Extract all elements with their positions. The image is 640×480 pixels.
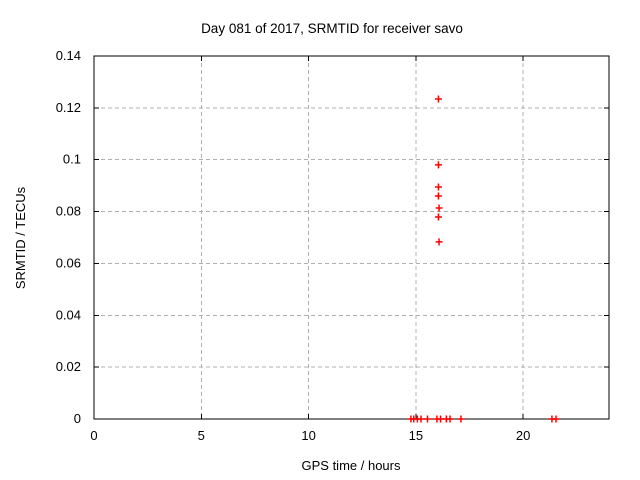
data-point-marker [435,238,443,246]
plot-border [93,55,610,420]
grid-lines [94,55,609,419]
x-tick-label: 15 [409,428,423,443]
data-point-marker [435,204,443,212]
y-tick-label: 0.08 [56,204,81,219]
x-tick-label: 0 [90,428,97,443]
data-point-marker [434,161,442,169]
data-point-marker [423,415,431,423]
data-point-marker [457,415,465,423]
data-point-marker [434,95,442,103]
y-tick-label: 0.04 [56,307,81,322]
data-point-marker [417,415,425,423]
data-point-marker [434,213,442,221]
data-points [407,95,560,423]
y-tick-label: 0.06 [56,255,81,270]
y-tick-label: 0.02 [56,359,81,374]
y-tick-label: 0 [74,411,81,426]
x-tick-label: 10 [301,428,315,443]
data-point-marker [434,183,442,191]
y-tick-label: 0.12 [56,100,81,115]
chart-title: Day 081 of 2017, SRMTID for receiver sav… [201,21,463,36]
tick-labels: 0 5 10 15 20 0 0.02 0.04 0.06 0.08 0.1 0.12 0.14 [56,48,531,443]
y-axis-label: SRMTID / TECUs [13,186,28,289]
data-point-marker [552,415,560,423]
x-tick-label: 20 [516,428,530,443]
data-point-marker [434,192,442,200]
x-tick-label: 5 [198,428,205,443]
axis-ticks [93,55,609,420]
x-axis-label: GPS time / hours [302,458,401,473]
y-tick-label: 0.1 [63,152,81,167]
data-point-marker [446,415,454,423]
y-tick-label: 0.14 [56,48,81,63]
